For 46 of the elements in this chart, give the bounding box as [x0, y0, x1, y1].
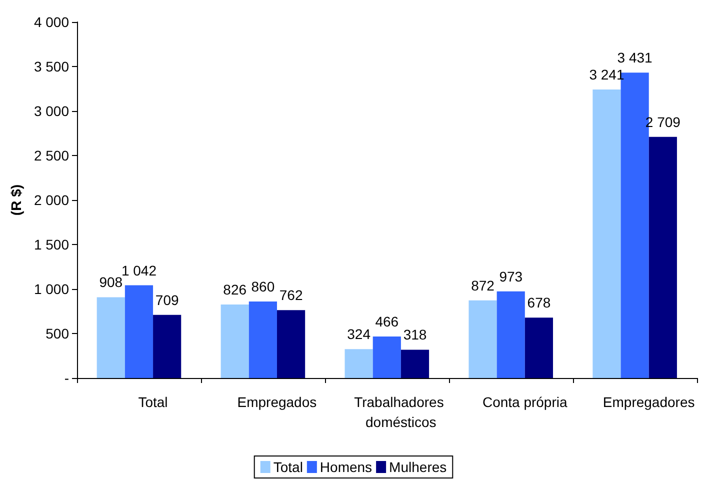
y-tick-label: 1 500 [34, 236, 70, 252]
data-label: 466 [375, 314, 399, 330]
bar [276, 310, 306, 378]
data-label: 973 [499, 268, 523, 284]
bar [372, 336, 401, 378]
y-tick-label: 2 500 [34, 148, 70, 164]
bar [592, 90, 621, 378]
x-tick-label: Conta própria [482, 394, 568, 410]
data-label: 709 [155, 292, 179, 308]
y-tick-label: 3 000 [34, 103, 70, 119]
y-tick-label: 3 500 [34, 58, 70, 74]
y-tick-label: 4 000 [34, 14, 70, 30]
data-label: 678 [527, 294, 551, 311]
x-tick-label: Empregadores [602, 394, 695, 410]
bar [648, 136, 677, 378]
bar [496, 291, 525, 378]
legend-label: Mulheres [389, 459, 447, 475]
data-label: 826 [223, 281, 247, 298]
x-tick-label: Empregados [237, 394, 317, 410]
data-label: 3 431 [617, 50, 653, 66]
bar [400, 350, 430, 378]
data-label: 3 241 [589, 66, 624, 83]
bar [344, 349, 373, 378]
data-label: 762 [279, 287, 303, 304]
data-label: 908 [99, 274, 123, 290]
y-tick-label: 500 [46, 326, 70, 342]
data-label: 860 [251, 278, 275, 294]
data-label: 318 [403, 326, 427, 343]
y-tick-label: 2 000 [34, 192, 70, 208]
bar [153, 314, 182, 378]
bar [524, 318, 554, 378]
bar [468, 300, 497, 378]
bar [220, 304, 249, 378]
bar [96, 297, 125, 378]
y-axis-title: (R $) [8, 184, 24, 216]
legend-label: Homens [320, 459, 372, 475]
data-label: 1 042 [121, 262, 157, 278]
bar [248, 301, 277, 378]
x-tick-label: Trabalhadores domésticos [354, 394, 448, 430]
bar [124, 285, 154, 378]
y-tick-label: 1 000 [34, 281, 70, 297]
data-label: 872 [471, 277, 495, 294]
data-label: 324 [347, 326, 371, 342]
y-tick-label: - [64, 370, 70, 386]
x-tick-label: Total [138, 394, 168, 410]
legend-label: Total [273, 459, 303, 475]
